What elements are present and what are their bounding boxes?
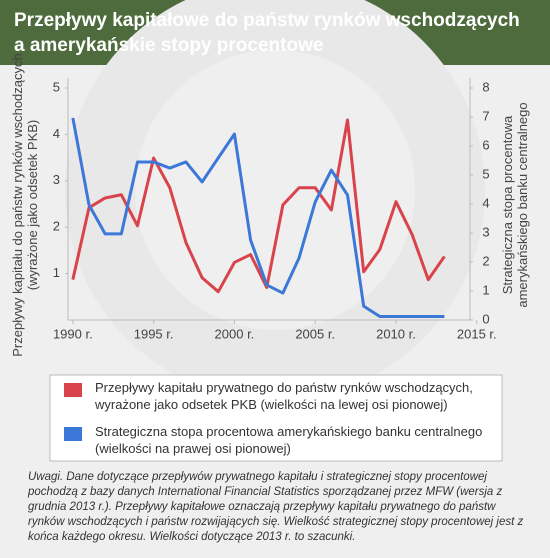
y2-tick-label: 0: [482, 311, 489, 326]
chart-title: Przepływy kapitałowe do państw rynków ws…: [14, 10, 520, 56]
y-tick-label: 2: [53, 219, 60, 234]
y2-tick-label: 4: [482, 195, 489, 210]
x-tick-label: 2005 r.: [295, 326, 335, 341]
legend-swatch: [64, 427, 82, 441]
y2-tick-label: 7: [482, 108, 489, 123]
y2-tick-label: 3: [482, 224, 489, 239]
legend-label: Strategiczna stopa procentowa amerykańsk…: [95, 424, 482, 456]
y-tick-label: 3: [53, 172, 60, 187]
y2-axis-title: Strategiczna stopa procentowaamerykański…: [500, 102, 530, 307]
y-tick-label: 1: [53, 265, 60, 280]
y-tick-label: 5: [53, 79, 60, 94]
x-tick-label: 1990 r.: [53, 326, 93, 341]
chart: Przepływy kapitałowe do państw rynków ws…: [0, 0, 550, 462]
note: Uwagi. Dane dotyczące przepływów prywatn…: [28, 471, 524, 543]
legend-swatch: [64, 383, 82, 397]
y2-tick-label: 5: [482, 166, 489, 181]
y2-tick-label: 8: [482, 79, 489, 94]
series-line: [71, 117, 445, 319]
y2-tick-label: 2: [482, 253, 489, 268]
x-tick-label: 2010 r.: [376, 326, 416, 341]
x-tick-label: 2015 r.: [457, 326, 497, 341]
y2-tick-label: 1: [482, 282, 489, 297]
legend-label: Przepływy kapitału prywatnego do państw …: [94, 380, 473, 412]
y2-tick-label: 6: [482, 137, 489, 152]
y-tick-label: 4: [53, 126, 60, 141]
watermark: [135, 50, 415, 330]
y-axis-title: Przepływy kapitału do państw rynków wsch…: [10, 53, 40, 356]
series-line: [71, 118, 446, 294]
legend: [49, 374, 503, 462]
x-tick-label: 1995 r.: [134, 326, 174, 341]
x-tick-label: 2000 r.: [215, 326, 255, 341]
